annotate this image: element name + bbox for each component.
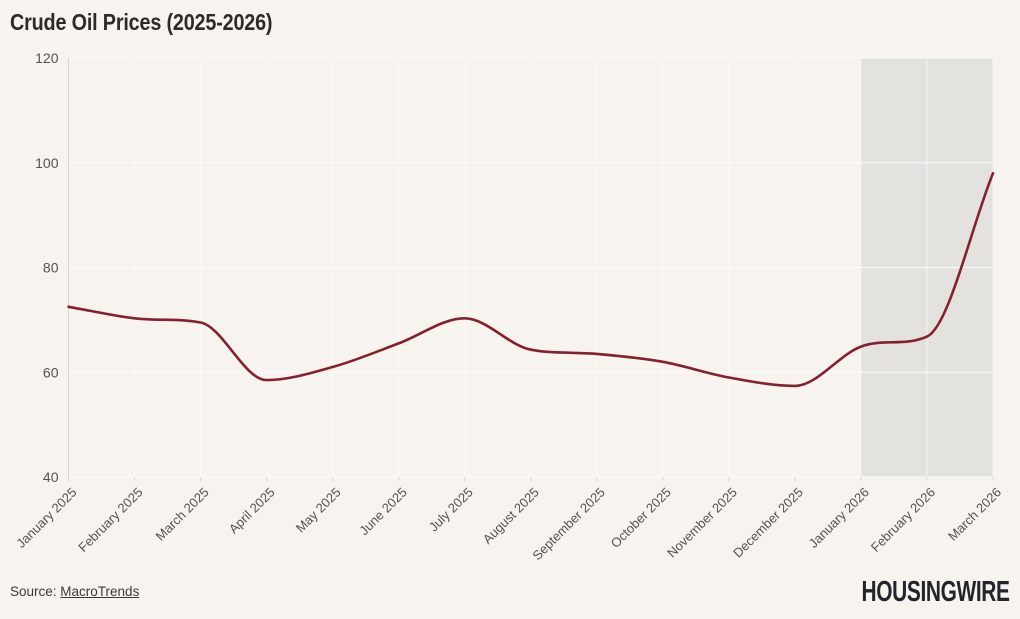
- y-tick-label: 40: [43, 469, 59, 485]
- x-tick-label: January 2026: [806, 485, 872, 551]
- y-tick-label: 80: [43, 260, 59, 276]
- chart-title: Crude Oil Prices (2025-2026): [10, 9, 273, 35]
- x-tick-label: February 2026: [868, 485, 938, 555]
- source-line: Source: MacroTrends: [10, 584, 139, 599]
- x-tick-label: February 2025: [75, 485, 145, 555]
- x-tick-label: April 2025: [226, 485, 278, 537]
- price-line: [67, 171, 995, 388]
- y-tick-label: 120: [35, 50, 59, 66]
- source-link-macrotrends[interactable]: MacroTrends: [60, 584, 140, 599]
- x-tick-label: May 2025: [293, 485, 344, 536]
- x-tick-label: October 2025: [608, 485, 674, 551]
- x-tick-label: March 2025: [153, 485, 212, 544]
- y-tick-label: 100: [35, 155, 59, 171]
- housingwire-logo: HOUSINGWIRE: [861, 576, 1010, 608]
- source-label: Source:: [10, 584, 57, 599]
- x-tick-label: January 2025: [13, 485, 79, 551]
- x-tick-label: September 2025: [529, 485, 608, 564]
- x-tick-label: December 2025: [730, 485, 806, 561]
- x-tick-label: August 2025: [480, 485, 542, 547]
- x-tick-label: July 2025: [426, 485, 476, 535]
- x-tick-label: March 2026: [945, 485, 1004, 544]
- y-tick-label: 60: [43, 364, 59, 380]
- x-tick-label: June 2025: [356, 485, 410, 539]
- x-tick-label: November 2025: [664, 485, 740, 561]
